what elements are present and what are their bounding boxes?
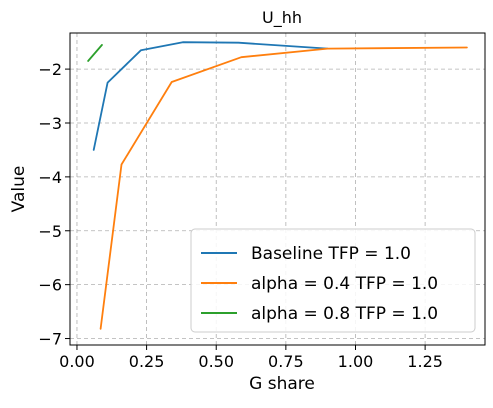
y-tick-label: −3 <box>38 114 62 133</box>
plot-frame <box>69 32 486 346</box>
x-tick-label: 1.25 <box>407 352 443 371</box>
legend-box <box>190 228 476 333</box>
y-axis-label: Value <box>9 166 29 213</box>
series-lines <box>87 41 468 330</box>
x-tick-label: 0.25 <box>129 352 165 371</box>
x-tick-label: 0.00 <box>59 352 95 371</box>
y-tick-label: −6 <box>38 276 62 295</box>
legend-label-alpha-08: alpha = 0.8 TFP = 1.0 <box>251 304 438 324</box>
legend: Baseline TFP = 1.0 alpha = 0.4 TFP = 1.0… <box>190 228 476 333</box>
y-tick-label: −4 <box>38 168 62 187</box>
chart-title: U_hh <box>262 8 302 28</box>
x-tick-label: 1.00 <box>338 352 374 371</box>
x-tick-label: 0.75 <box>268 352 304 371</box>
axes: 0.00 0.25 0.50 0.75 1.00 1.25 −7 −6 −5 −4 −3 −2 <box>38 60 443 371</box>
series-line-alpha-0-4-tfp-1-0 <box>99 46 468 330</box>
series-line-alpha-0-8-tfp-1-0 <box>87 44 103 62</box>
y-tick-label: −7 <box>38 330 62 349</box>
x-axis-label: G share <box>249 374 315 394</box>
x-tick-label: 0.50 <box>198 352 234 371</box>
legend-label-alpha-04: alpha = 0.4 TFP = 1.0 <box>251 274 438 294</box>
y-tick-label: −5 <box>38 222 62 241</box>
legend-label-baseline: Baseline TFP = 1.0 <box>251 244 411 264</box>
series-line-baseline-tfp-1-0 <box>92 41 329 151</box>
y-tick-label: −2 <box>38 60 62 79</box>
